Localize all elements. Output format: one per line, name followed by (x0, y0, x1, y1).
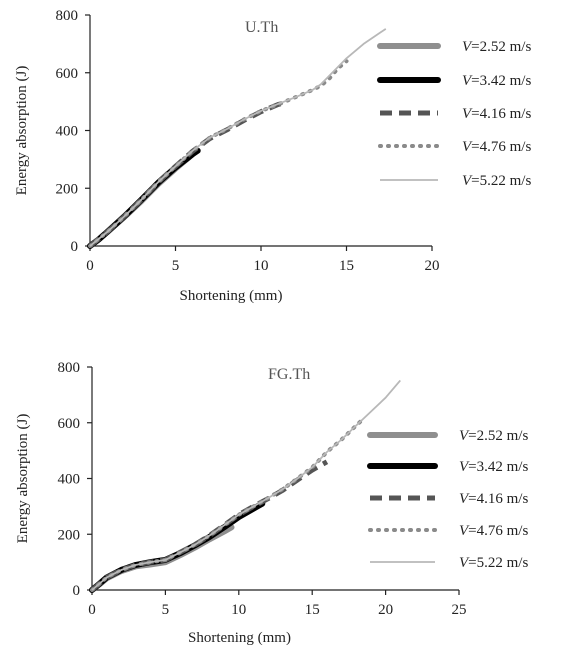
legend-label-5: V=5.22 m/s (462, 173, 531, 189)
x-axis-label: Shortening (mm) (180, 288, 283, 304)
y-axis-label: Energy absorption (J) (15, 414, 31, 544)
y-tick-label: 0 (73, 583, 81, 599)
x-tick-label: 10 (254, 258, 269, 274)
legend-velocity-value: =2.52 m/s (471, 39, 531, 55)
y-tick-label: 800 (58, 360, 81, 376)
legend-velocity-symbol: V (462, 73, 473, 89)
legend-velocity-symbol: V (462, 173, 473, 189)
x-tick-label: 20 (378, 602, 393, 618)
chart-panel-2: 0 200 400 600 800 0 5 10 15 20 25 Shortening (mm) En… (15, 360, 528, 646)
legend-velocity-value: =5.22 m/s (468, 555, 528, 571)
legend-label-4: V=4.76 m/s (462, 139, 531, 155)
legend-velocity-symbol: V (459, 555, 470, 571)
legend-label-1: V=2.52 m/s (459, 428, 528, 444)
y-tick-label: 400 (58, 472, 81, 488)
x-tick-label: 15 (305, 602, 320, 618)
y-tick-label: 200 (58, 527, 81, 543)
legend-velocity-value: =5.22 m/s (471, 173, 531, 189)
legend-velocity-symbol: V (459, 491, 470, 507)
legend-velocity-symbol: V (462, 139, 473, 155)
legend-velocity-value: =3.42 m/s (468, 459, 528, 475)
legend-velocity-value: =2.52 m/s (468, 428, 528, 444)
legend: V=2.52 m/sV=3.42 m/sV=4.16 m/sV=4.76 m/s… (367, 428, 528, 571)
legend-label-2: V=3.42 m/s (459, 459, 528, 475)
chart-panel-1: 0 200 400 600 800 0 5 10 15 20 Shortening (mm) Ener… (14, 8, 531, 304)
legend-label-4: V=4.76 m/s (459, 523, 528, 539)
legend-label-3: V=4.16 m/s (462, 106, 531, 122)
legend-velocity-value: =4.76 m/s (468, 523, 528, 539)
y-axis-label: Energy absorption (J) (14, 66, 30, 196)
panel-title: U.Th (245, 19, 278, 36)
series-line-4 (90, 416, 366, 592)
legend-velocity-symbol: V (459, 459, 470, 475)
x-tick-label: 20 (425, 258, 440, 274)
legend-velocity-value: =4.16 m/s (468, 491, 528, 507)
x-axis-label: Shortening (mm) (188, 630, 291, 646)
series-line-5 (91, 379, 401, 591)
x-tick-label: 15 (339, 258, 354, 274)
legend-label-5: V=5.22 m/s (459, 555, 528, 571)
x-tick-label: 5 (172, 258, 180, 274)
legend-velocity-symbol: V (462, 39, 473, 55)
legend-label-3: V=4.16 m/s (459, 491, 528, 507)
legend-label-1: V=2.52 m/s (462, 39, 531, 55)
legend-velocity-symbol: V (462, 106, 473, 122)
series-line-5 (89, 28, 387, 247)
series-line-4 (88, 59, 349, 248)
legend-velocity-symbol: V (459, 523, 470, 539)
y-tick-label: 600 (56, 66, 79, 82)
legend: V=2.52 m/sV=3.42 m/sV=4.16 m/sV=4.76 m/s… (377, 39, 531, 189)
legend-velocity-value: =4.76 m/s (471, 139, 531, 155)
y-tick-label: 600 (58, 416, 81, 432)
y-tick-label: 400 (56, 124, 79, 140)
legend-label-2: V=3.42 m/s (462, 73, 531, 89)
legend-velocity-symbol: V (459, 428, 470, 444)
legend-velocity-value: =4.16 m/s (471, 106, 531, 122)
legend-velocity-value: =3.42 m/s (471, 73, 531, 89)
x-tick-label: 25 (452, 602, 467, 618)
y-tick-label: 800 (56, 8, 79, 24)
x-tick-label: 0 (88, 602, 96, 618)
y-tick-label: 0 (71, 239, 79, 255)
x-tick-label: 5 (162, 602, 170, 618)
panel-title: FG.Th (268, 366, 310, 383)
x-tick-label: 10 (231, 602, 246, 618)
x-tick-label: 0 (86, 258, 94, 274)
y-tick-label: 200 (56, 181, 79, 197)
